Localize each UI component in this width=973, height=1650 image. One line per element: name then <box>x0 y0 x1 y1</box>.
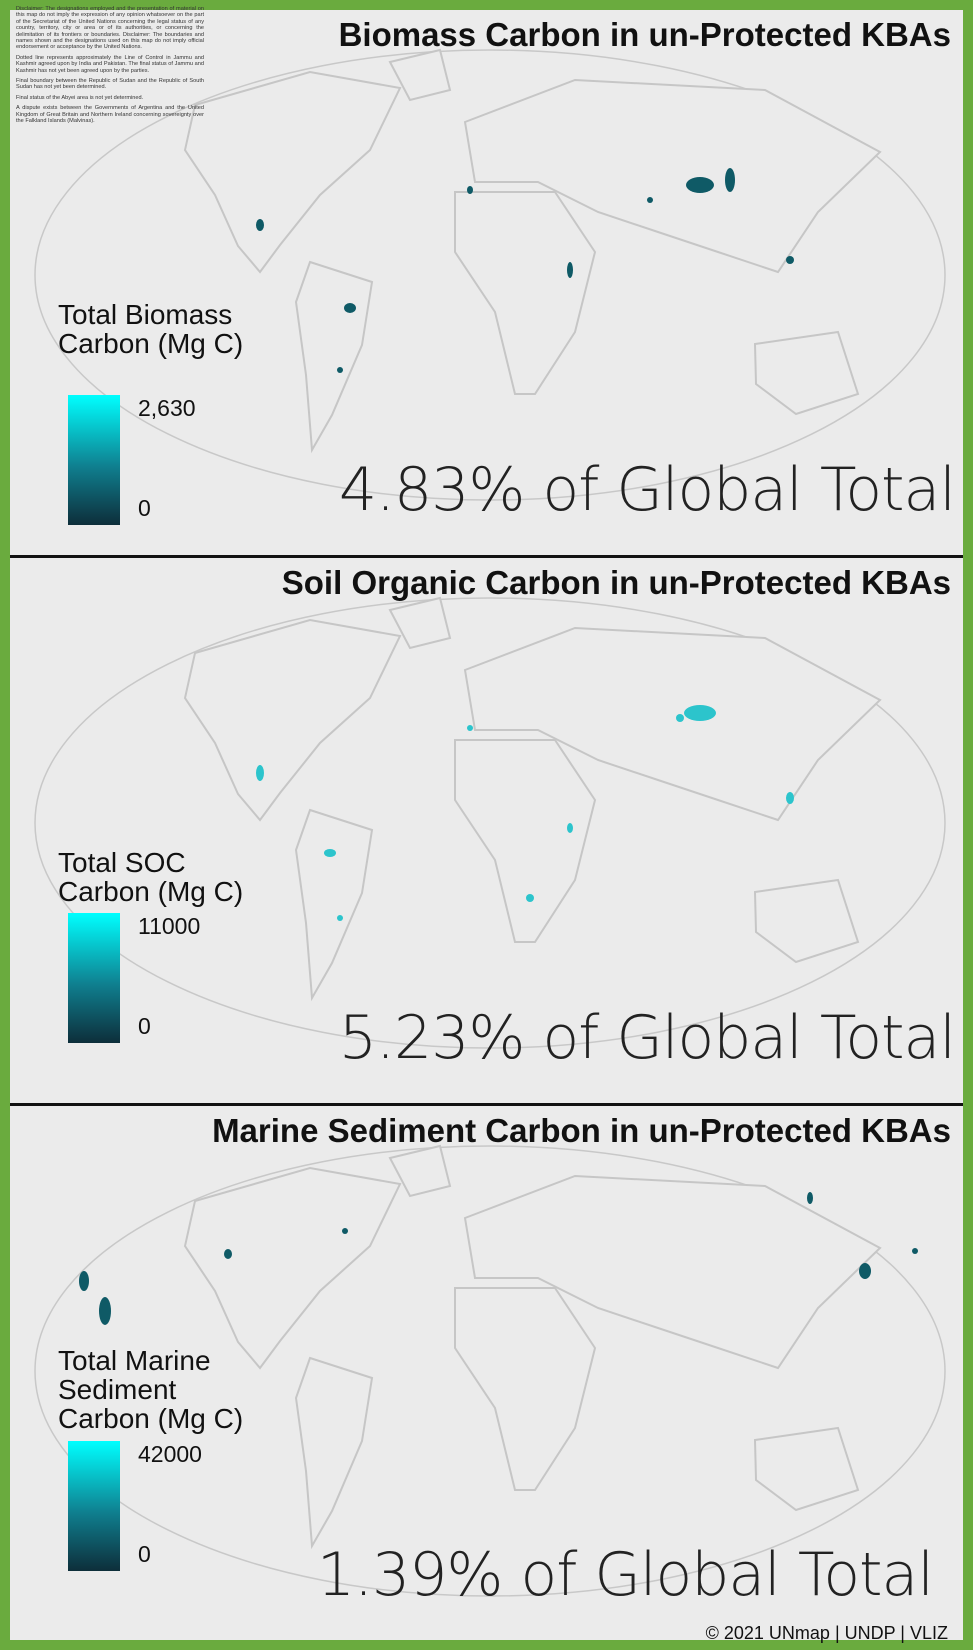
legend-max: 11000 <box>138 913 200 940</box>
kba-area <box>256 219 264 231</box>
map-panel: Soil Organic Carbon in un-Protected KBAs… <box>10 558 963 1103</box>
kba-area <box>256 765 264 781</box>
kba-area <box>725 168 735 192</box>
legend-bar <box>68 1441 120 1571</box>
kba-area <box>337 367 343 373</box>
disclaimer-paragraph: Dotted line represents approximately the… <box>16 55 204 74</box>
kba-area <box>337 915 343 921</box>
disclaimer-paragraph: Disclaimer: The designations employed an… <box>16 6 204 51</box>
panel-title: Soil Organic Carbon in un-Protected KBAs <box>282 564 951 602</box>
kba-area <box>567 262 573 278</box>
disclaimer-paragraph: Final boundary between the Republic of S… <box>16 78 204 91</box>
map-panel: Marine Sediment Carbon in un-Protected K… <box>10 1106 963 1640</box>
kba-area <box>567 823 573 833</box>
disclaimer: Disclaimer: The designations employed an… <box>16 6 204 129</box>
kba-area <box>224 1249 232 1259</box>
legend-bar <box>68 913 120 1043</box>
legend-bar <box>68 395 120 525</box>
global-share: 4.83% of Global Total <box>339 455 955 525</box>
kba-area <box>79 1271 89 1291</box>
legend-max: 2,630 <box>138 395 196 422</box>
global-share: 1.39% of Global Total <box>317 1540 933 1610</box>
panel-title: Marine Sediment Carbon in un-Protected K… <box>212 1112 951 1150</box>
kba-area <box>99 1297 111 1325</box>
kba-area <box>676 714 684 722</box>
kba-area <box>859 1263 871 1279</box>
kba-area <box>786 256 794 264</box>
kba-area <box>807 1192 813 1204</box>
global-share: 5.23% of Global Total <box>339 1003 955 1073</box>
kba-area <box>467 725 473 731</box>
kba-area <box>686 177 714 193</box>
disclaimer-paragraph: A dispute exists between the Governments… <box>16 105 204 124</box>
disclaimer-paragraph: Final status of the Abyei area is not ye… <box>16 95 204 101</box>
kba-area <box>786 792 794 804</box>
legend-min: 0 <box>138 1541 151 1568</box>
legend-max: 42000 <box>138 1441 202 1468</box>
legend-title: Total Marine Sediment Carbon (Mg C) <box>58 1346 268 1433</box>
kba-area <box>912 1248 918 1254</box>
kba-area <box>342 1228 348 1234</box>
kba-area <box>526 894 534 902</box>
page: (() => { const data = JSON.parse(documen… <box>0 0 973 1650</box>
panel-title: Biomass Carbon in un-Protected KBAs <box>339 16 951 54</box>
legend-title: Total Biomass Carbon (Mg C) <box>58 300 268 358</box>
kba-area <box>684 705 716 721</box>
kba-area <box>647 197 653 203</box>
legend-min: 0 <box>138 495 151 522</box>
credit: © 2021 UNmap | UNDP | VLIZ <box>706 1623 948 1644</box>
kba-area <box>467 186 473 194</box>
legend-title: Total SOC Carbon (Mg C) <box>58 848 268 906</box>
kba-area <box>344 303 356 313</box>
world-outline <box>35 598 945 1048</box>
kba-area <box>324 849 336 857</box>
legend-min: 0 <box>138 1013 151 1040</box>
